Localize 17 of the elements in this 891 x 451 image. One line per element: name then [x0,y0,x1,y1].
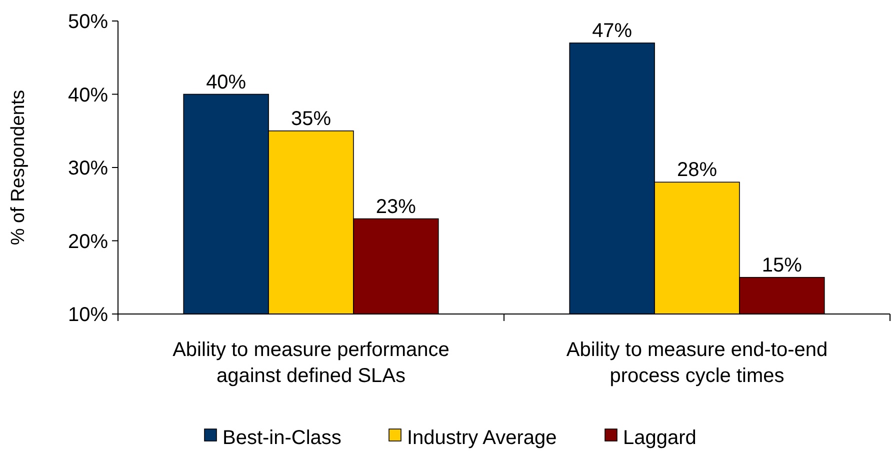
y-tick-label: 30% [68,158,108,180]
data-label: 40% [206,71,246,94]
y-tick-label: 50% [68,11,108,33]
y-tick-label: 10% [68,304,108,326]
data-label: 47% [592,20,632,42]
legend-label: Laggard [623,427,696,449]
x-tick-label: Ability to measure performance against defined SLAs [172,339,450,387]
x-tick-label: Ability to measure end-to-end process cycle times [566,339,828,387]
data-label: 35% [290,108,332,130]
y-tick-label: 40% [68,84,108,106]
y-axis-title: % of Respondents [8,90,29,246]
data-label: 15% [762,254,802,276]
legend-label: Industry Average [407,427,557,449]
y-tick-label: 20% [68,230,108,253]
data-label: 28% [676,159,718,182]
data-label: 23% [376,196,416,218]
legend-label: Best-in-Class [222,427,342,449]
